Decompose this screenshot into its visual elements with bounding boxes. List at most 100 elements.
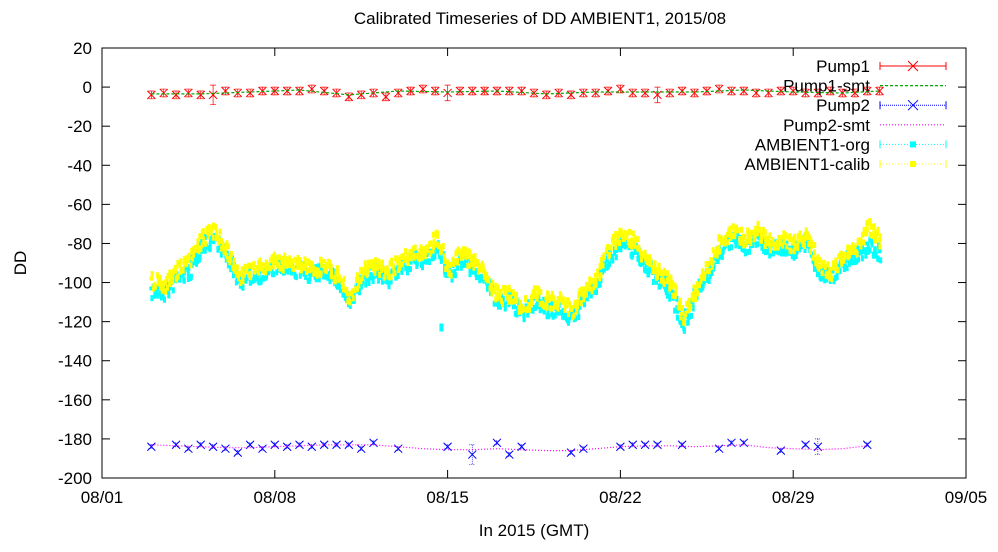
data-point [628,440,638,450]
data-point [408,249,413,254]
error-bar [716,446,723,451]
data-point [186,266,191,271]
data-point [692,284,697,289]
data-point [616,442,625,452]
data-point [529,88,539,98]
series-ambient1-calib [149,218,882,327]
data-point [877,237,882,242]
data-point-cluster [533,285,549,311]
y-tick-label: -100 [58,274,92,293]
data-point-cluster [731,223,746,249]
error-bar [629,442,636,448]
chart-title: Calibrated Timeseries of DD AMBIENT1, 20… [354,9,726,28]
data-point-cluster [620,228,636,250]
data-point [517,442,527,452]
data-point [383,266,388,271]
axis-ticks: 200-20-40-60-80-100-120-140-160-180-2000… [58,39,987,507]
x-tick-label: 08/15 [426,488,469,507]
data-point [196,440,206,450]
x-axis-label: In 2015 (GMT) [479,521,590,540]
data-point-cluster [373,257,389,281]
data-point [443,442,452,452]
legend-label: Pump1-smt [783,77,870,96]
legend-marker [910,161,916,167]
data-point [850,88,860,98]
data-point [717,237,722,242]
data-point-cluster [595,255,611,296]
data-point [875,86,884,96]
data-point [852,243,857,248]
data-point [566,448,576,457]
data-point-cluster [793,227,808,252]
data-point [828,266,833,271]
legend-entry: AMBIENT1-calib [744,155,947,174]
data-point-cluster [274,252,290,274]
data-point [309,264,314,269]
data-point-cluster [409,244,426,262]
data-point [628,88,638,98]
data-point-cluster [484,271,500,303]
y-tick-label: -180 [58,430,92,449]
data-point-cluster [682,286,698,327]
data-point-cluster [324,258,339,285]
data-point [418,84,428,94]
x-tick-label: 08/01 [81,488,124,507]
data-point [606,245,611,250]
data-point [445,264,450,269]
data-point-cluster [509,289,525,315]
data-point [174,264,179,269]
data-point [739,86,749,96]
error-bar [469,444,476,465]
data-point [877,249,882,254]
data-point [430,86,440,96]
error-bar [197,442,204,448]
data-point [161,280,166,285]
x-tick-label: 08/29 [772,488,815,507]
data-point [396,257,401,262]
data-point [778,235,783,240]
data-point-cluster [582,275,598,298]
data-point [494,292,499,297]
data-point [593,272,598,277]
data-point [739,438,749,448]
y-tick-label: -80 [67,234,92,253]
data-point-cluster [596,244,611,282]
legend-entry: Pump2-smt [783,116,946,135]
data-point [865,241,870,246]
error-bar [222,446,229,451]
data-point [149,286,154,291]
data-point [791,245,796,250]
data-point [727,438,736,448]
error-bar [740,440,747,446]
data-point [643,253,648,258]
data-point-cluster [607,229,623,260]
data-point [433,233,438,238]
data-point [307,84,317,94]
data-point [356,90,366,100]
data-point [221,86,230,96]
data-point [147,90,156,100]
data-point [346,292,351,297]
data-point [653,440,662,450]
series-line [151,89,880,96]
data-point [393,88,403,98]
data-point-cluster [855,244,870,265]
data-point [223,245,228,250]
y-tick-label: 0 [83,78,92,97]
data-point [566,90,576,100]
data-point [184,88,193,98]
data-point [801,440,810,450]
legend-swatch [879,62,947,70]
data-point-cluster [150,271,167,295]
data-point-cluster [398,248,413,271]
data-point [862,86,872,96]
y-tick-label: -160 [58,391,92,410]
data-point [381,92,391,102]
data-point [655,266,660,271]
plot-area [147,84,884,465]
data-point [690,88,699,98]
series-pump2 [147,438,872,465]
data-point-cluster [842,242,858,264]
data-point [556,296,561,301]
data-point [569,313,574,318]
